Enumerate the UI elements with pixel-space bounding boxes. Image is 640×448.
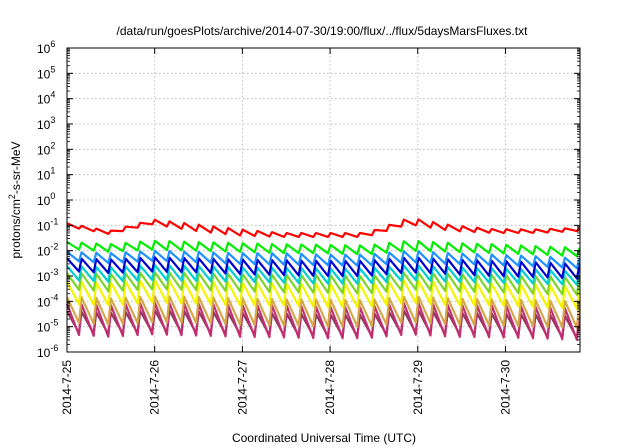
- series-line: [66, 218, 581, 238]
- y-tick-label: 10-2: [37, 242, 58, 259]
- y-tick-label: 100: [37, 191, 55, 208]
- y-tick-label: 10-4: [37, 292, 58, 309]
- x-tick-labels: 2014-7-25 2014-7-26 2014-7-27 2014-7-28 2014…: [60, 360, 512, 415]
- y-tick-label: 104: [37, 90, 55, 107]
- y-tick-label: 10-1: [37, 216, 58, 233]
- y-axis-label: protons/cm2-s-sr-MeV: [7, 141, 23, 258]
- series-line: [66, 278, 581, 310]
- axis-ticks: [66, 47, 580, 353]
- y-tick-labels: 106 105 104 103 102 101 100 10-1 10-2 10-3 10-4 10-…: [37, 39, 58, 360]
- series-line: [66, 256, 581, 280]
- y-tick-label: 103: [37, 115, 55, 132]
- y-tick-label: 10-5: [37, 318, 58, 335]
- y-tick-label: 106: [37, 39, 55, 56]
- x-axis-label: Coordinated Universal Time (UTC): [232, 431, 416, 445]
- series-line: [66, 264, 581, 286]
- x-tick-label: 2014-7-26: [148, 360, 162, 415]
- series-line: [66, 249, 581, 270]
- chart-title: /data/run/goesPlots/archive/2014-07-30/1…: [117, 24, 529, 38]
- y-tick-label: 105: [37, 64, 55, 81]
- x-tick-label: 2014-7-27: [235, 360, 249, 415]
- y-tick-label: 101: [37, 166, 55, 183]
- series-line: [66, 239, 581, 258]
- series-line: [66, 295, 581, 329]
- x-tick-label: 2014-7-29: [411, 360, 425, 415]
- y-tick-label: 10-3: [37, 267, 58, 284]
- x-tick-label: 2014-7-25: [60, 360, 74, 415]
- x-tick-label: 2014-7-30: [498, 360, 512, 415]
- y-tick-label: 10-6: [37, 343, 58, 360]
- x-tick-label: 2014-7-28: [323, 360, 337, 415]
- series-group: [65, 218, 581, 341]
- y-tick-label: 102: [37, 140, 55, 157]
- series-line: [66, 271, 581, 296]
